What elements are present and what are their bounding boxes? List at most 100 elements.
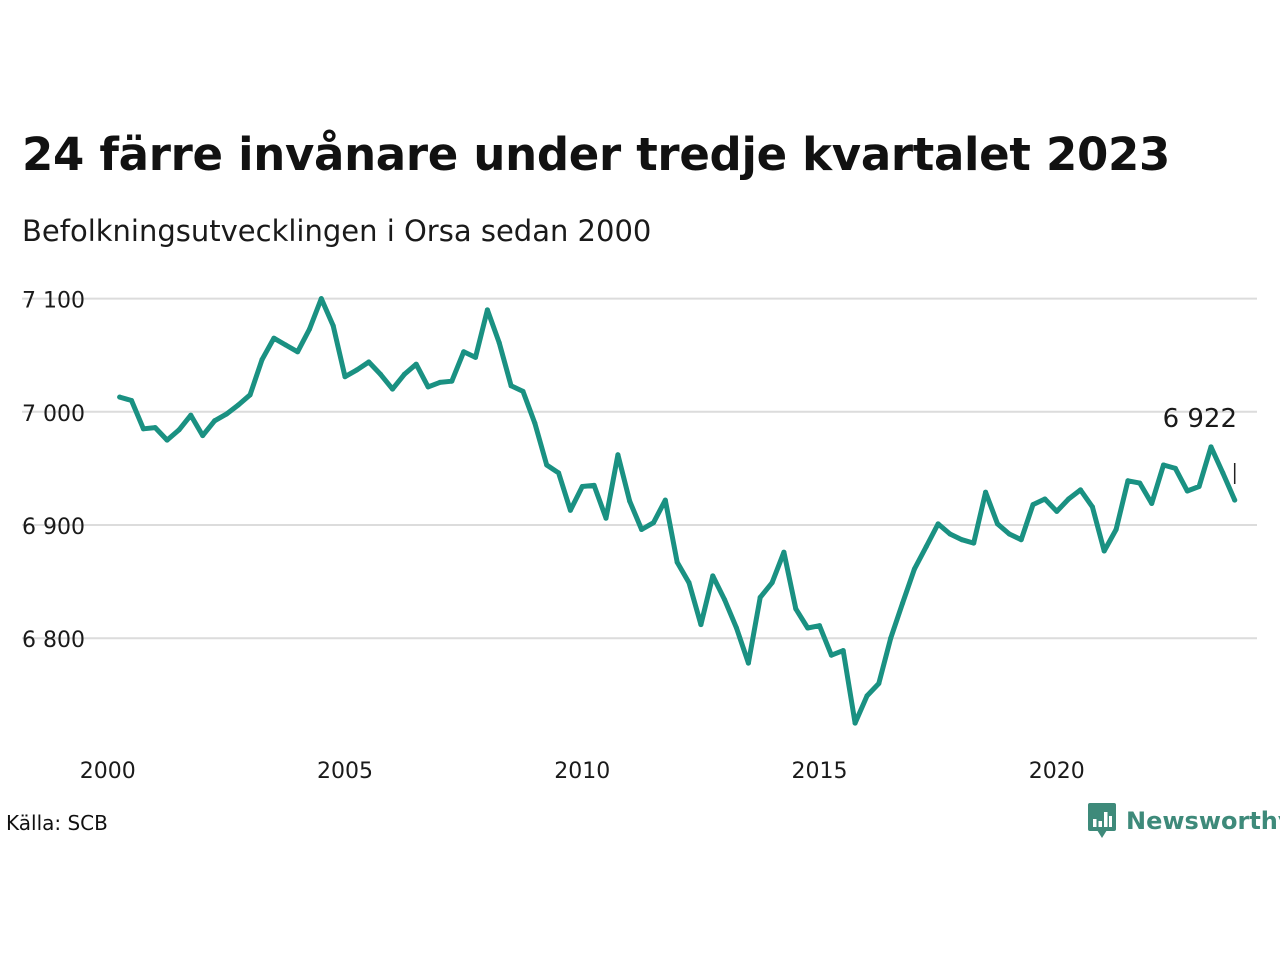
x-tick-label: 2020 bbox=[1029, 759, 1085, 784]
data-point bbox=[176, 427, 182, 433]
chart-title: 24 färre invånare under tredje kvartalet… bbox=[22, 128, 1171, 181]
data-point bbox=[259, 357, 265, 363]
data-point bbox=[828, 652, 834, 658]
data-point bbox=[1220, 470, 1226, 476]
data-point bbox=[129, 398, 134, 403]
data-point bbox=[425, 384, 431, 390]
data-point bbox=[1018, 537, 1024, 543]
x-tick-label: 2015 bbox=[792, 759, 848, 784]
data-point bbox=[1232, 497, 1238, 503]
data-point bbox=[781, 549, 787, 555]
data-point bbox=[793, 606, 799, 612]
data-point bbox=[1137, 480, 1143, 486]
data-point bbox=[1030, 502, 1036, 508]
data-point bbox=[496, 340, 502, 346]
series-line bbox=[117, 296, 1238, 726]
data-point bbox=[271, 335, 277, 341]
data-point bbox=[556, 470, 562, 476]
data-point bbox=[366, 359, 372, 365]
data-point bbox=[520, 388, 526, 394]
data-point bbox=[615, 452, 621, 458]
data-point bbox=[983, 489, 989, 495]
data-point bbox=[1196, 484, 1202, 489]
data-point bbox=[307, 326, 312, 332]
data-point bbox=[378, 371, 384, 377]
x-tick-label: 2010 bbox=[554, 759, 610, 784]
data-point bbox=[710, 573, 716, 579]
newsworthy-bar-chart-icon bbox=[1088, 803, 1116, 838]
data-point bbox=[1172, 465, 1178, 471]
data-point bbox=[995, 521, 1000, 527]
data-point bbox=[639, 527, 645, 532]
data-point bbox=[698, 622, 704, 628]
data-point bbox=[579, 484, 585, 489]
data-point bbox=[757, 594, 763, 600]
data-point bbox=[544, 462, 550, 468]
data-point bbox=[1042, 496, 1048, 502]
data-point bbox=[923, 544, 929, 549]
data-point bbox=[947, 531, 953, 537]
data-point bbox=[532, 420, 538, 426]
data-point bbox=[449, 378, 455, 384]
data-point bbox=[1101, 548, 1107, 554]
data-point bbox=[1066, 496, 1072, 502]
last-value-label: 6 922 bbox=[1163, 404, 1237, 434]
data-point bbox=[627, 498, 633, 504]
data-point bbox=[900, 600, 906, 606]
data-point bbox=[342, 374, 348, 380]
data-point bbox=[235, 402, 241, 408]
y-tick-label: 7 100 bbox=[22, 289, 85, 314]
data-point bbox=[769, 580, 775, 586]
y-tick-label: 7 000 bbox=[22, 402, 85, 427]
data-point bbox=[1054, 508, 1060, 514]
data-point bbox=[911, 566, 917, 572]
data-point bbox=[888, 635, 894, 641]
data-point bbox=[318, 296, 324, 302]
data-point bbox=[864, 693, 870, 699]
data-point bbox=[959, 537, 965, 543]
data-point bbox=[662, 497, 668, 503]
data-point bbox=[200, 433, 206, 439]
x-tick-label: 2000 bbox=[80, 759, 136, 784]
data-point bbox=[484, 307, 490, 313]
data-point bbox=[1184, 488, 1190, 494]
data-point bbox=[401, 371, 407, 377]
data-point bbox=[330, 323, 336, 329]
data-point bbox=[567, 507, 573, 513]
data-point bbox=[1078, 487, 1083, 493]
source-note: Källa: SCB bbox=[6, 811, 108, 835]
data-point bbox=[734, 625, 739, 631]
data-point bbox=[247, 392, 253, 398]
x-axis-labels: 2000 2005 2010 2015 2020 bbox=[80, 759, 1085, 784]
population-series bbox=[117, 296, 1238, 726]
data-point bbox=[188, 412, 194, 418]
data-point bbox=[1161, 462, 1166, 468]
y-axis-labels: 6 800 6 900 7 000 7 100 bbox=[22, 289, 85, 654]
data-point bbox=[935, 521, 941, 527]
data-point bbox=[152, 425, 158, 431]
data-point bbox=[1208, 444, 1214, 450]
data-point bbox=[1113, 527, 1119, 532]
data-point bbox=[461, 349, 467, 355]
data-point bbox=[603, 515, 609, 521]
data-point bbox=[283, 342, 289, 348]
y-tick-label: 6 900 bbox=[22, 515, 85, 540]
data-point bbox=[413, 361, 419, 367]
chart-subtitle: Befolkningsutvecklingen i Orsa sedan 200… bbox=[22, 214, 652, 248]
data-point bbox=[1125, 478, 1131, 484]
data-point bbox=[508, 383, 514, 389]
data-point bbox=[1089, 504, 1095, 510]
data-point bbox=[437, 379, 443, 385]
brand-name: Newsworthy bbox=[1126, 807, 1280, 835]
data-point bbox=[390, 386, 395, 392]
data-point bbox=[223, 411, 229, 417]
data-point bbox=[876, 681, 882, 686]
data-point bbox=[686, 580, 692, 586]
data-point bbox=[817, 623, 822, 629]
data-point bbox=[722, 597, 728, 603]
data-point bbox=[1006, 531, 1012, 537]
data-point bbox=[651, 520, 656, 526]
data-point bbox=[295, 349, 301, 355]
last-value-annotation: 6 922 bbox=[1163, 404, 1237, 484]
